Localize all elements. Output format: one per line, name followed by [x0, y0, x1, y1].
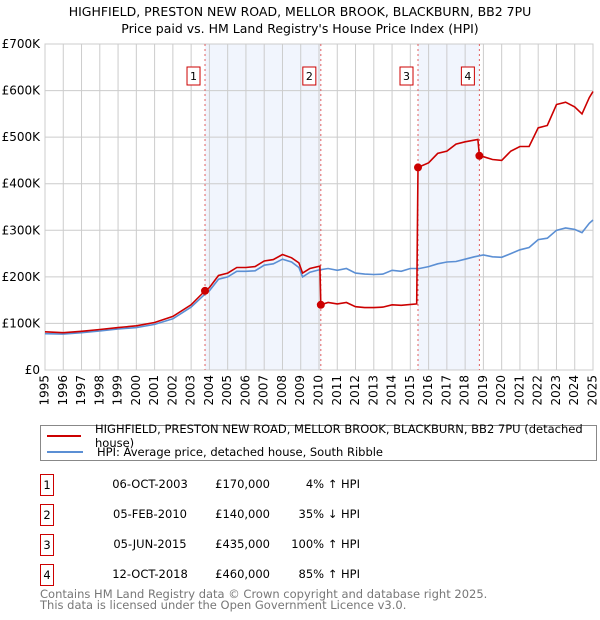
x-tick-label: 2007: [257, 375, 271, 406]
legend-line-red: [47, 435, 81, 437]
legend-line-blue: [47, 451, 83, 453]
x-tick-label: 2006: [238, 375, 252, 406]
sale-point: [316, 300, 325, 309]
x-tick-label: 2016: [421, 375, 435, 406]
sale-price: £460,000: [215, 567, 270, 581]
sale-label: 3: [403, 70, 410, 83]
sale-hpi-diff: 4% ↑ HPI: [305, 477, 360, 491]
sale-row: 1 06-OCT-2003 £170,000 4% ↑ HPI: [40, 474, 600, 496]
y-tick-label: £200K: [2, 270, 42, 284]
legend-item-hpi: HPI: Average price, detached house, Sout…: [47, 444, 383, 460]
sale-number: 3: [40, 534, 54, 556]
x-tick-label: 2019: [476, 375, 490, 406]
sale-row: 4 12-OCT-2018 £460,000 85% ↑ HPI: [40, 564, 600, 586]
x-tick-label: 2012: [348, 375, 362, 406]
x-tick-label: 2024: [567, 375, 581, 406]
chart-subtitle: Price paid vs. HM Land Registry's House …: [121, 21, 479, 36]
x-tick-label: 2010: [312, 375, 326, 406]
x-tick-label: 2018: [458, 375, 472, 406]
sale-label: 1: [190, 70, 197, 83]
sale-hpi-diff: 35% ↓ HPI: [298, 507, 360, 521]
x-tick-label: 2011: [330, 375, 344, 406]
x-tick-label: 2009: [293, 375, 307, 406]
sale-point: [201, 286, 210, 295]
footer-line: This data is licensed under the Open Gov…: [40, 598, 407, 612]
sale-label-box: [186, 66, 201, 86]
sale-row: 2 05-FEB-2010 £140,000 35% ↓ HPI: [40, 504, 600, 526]
x-tick-label: 2015: [403, 375, 417, 406]
sale-price: £140,000: [215, 507, 270, 521]
sale-price: £435,000: [215, 537, 270, 551]
chart-title: HIGHFIELD, PRESTON NEW ROAD, MELLOR BROO…: [68, 4, 532, 19]
x-tick-label: 2023: [549, 375, 563, 406]
sale-number: 4: [40, 564, 54, 586]
x-tick-label: 2000: [129, 375, 143, 406]
legend-item-property: HIGHFIELD, PRESTON NEW ROAD, MELLOR BROO…: [47, 422, 596, 450]
sale-label-box: [460, 66, 475, 86]
sale-label: 4: [464, 70, 471, 83]
x-tick-label: 2022: [531, 375, 545, 406]
sale-row: 3 05-JUN-2015 £435,000 100% ↑ HPI: [40, 534, 600, 556]
x-tick-label: 1999: [111, 375, 125, 406]
plot-border: [44, 43, 594, 371]
x-tick-label: 2001: [147, 375, 161, 406]
y-tick-label: £500K: [2, 130, 42, 144]
x-tick-label: 2008: [275, 375, 289, 406]
x-tick-label: 1996: [56, 375, 70, 406]
sale-date: 12-OCT-2018: [112, 567, 188, 581]
price-chart: 1995 1996 1997 1998 1999 2000 2001 2002 2003 2004…: [2, 37, 600, 406]
footer-line: Contains HM Land Registry data © Crown c…: [40, 587, 488, 601]
y-tick-label: £600K: [2, 84, 42, 98]
x-tick-label: 2014: [385, 375, 399, 406]
sale-date: 05-JUN-2015: [113, 537, 187, 551]
x-tick-label: 2005: [220, 375, 234, 406]
sale-label-box: [399, 66, 414, 86]
legend-label: HIGHFIELD, PRESTON NEW ROAD, MELLOR BROO…: [95, 422, 583, 450]
sale-date: 05-FEB-2010: [113, 507, 187, 521]
x-tick-label: 1995: [38, 375, 52, 406]
x-tick-label: 2020: [494, 375, 508, 406]
shaded-period: [205, 44, 321, 370]
y-tick-label: £100K: [2, 316, 42, 330]
shaded-period: [418, 44, 480, 370]
footer: Contains HM Land Registry data © Crown c…: [40, 587, 488, 612]
sale-number: 1: [40, 474, 54, 496]
x-tick-label: 2025: [586, 375, 600, 406]
y-tick-label: £300K: [2, 223, 42, 237]
y-tick-label: £0: [25, 363, 40, 377]
x-tick-label: 1998: [92, 375, 106, 406]
x-tick-label: 2002: [165, 375, 179, 406]
y-tick-label: £700K: [2, 37, 42, 51]
sale-date: 06-OCT-2003: [112, 477, 188, 491]
sale-hpi-diff: 100% ↑ HPI: [291, 537, 360, 551]
x-tick-label: 2003: [184, 375, 198, 406]
sale-price: £170,000: [215, 477, 270, 491]
x-tick-label: 2021: [512, 375, 526, 406]
legend: HIGHFIELD, PRESTON NEW ROAD, MELLOR BROO…: [40, 422, 597, 461]
legend-label: HPI: Average price, detached house, Sout…: [97, 445, 384, 459]
y-tick-label: £400K: [2, 177, 42, 191]
sale-point: [475, 151, 484, 160]
sale-point: [414, 163, 423, 172]
x-tick-label: 2004: [202, 375, 216, 406]
sale-label-box: [302, 66, 317, 86]
sale-hpi-diff: 85% ↑ HPI: [298, 567, 360, 581]
sale-label: 2: [306, 70, 313, 83]
x-tick-label: 1997: [74, 375, 88, 406]
x-tick-label: 2017: [439, 375, 453, 406]
sale-number: 2: [40, 504, 54, 526]
x-tick-label: 2013: [366, 375, 380, 406]
